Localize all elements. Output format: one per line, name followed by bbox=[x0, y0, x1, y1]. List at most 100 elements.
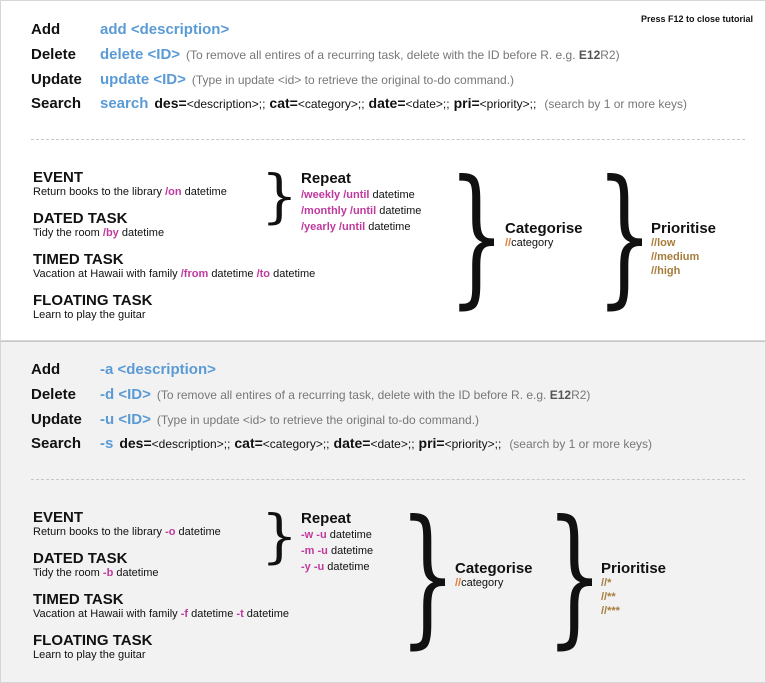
categorise-group: Categorise //category bbox=[455, 560, 533, 589]
task-event: EVENT Return books to the library -o dat… bbox=[33, 509, 221, 538]
repeat-option: -w -u datetime bbox=[301, 529, 372, 541]
task-title: EVENT bbox=[33, 169, 84, 186]
command-keyword: -d <ID> bbox=[100, 386, 151, 403]
repeat-option: /yearly /until datetime bbox=[301, 221, 411, 233]
command-note: (To remove all entires of a recurring ta… bbox=[156, 388, 591, 402]
task-title: TIMED TASK bbox=[33, 251, 124, 268]
task-title: DATED TASK bbox=[33, 550, 128, 567]
command-delete: Delete -d <ID> (To remove all entires of… bbox=[31, 386, 590, 408]
tutorial-panel-shorthand: Add -a <description> Delete -d <ID> (To … bbox=[0, 341, 766, 683]
search-key-cat: cat= bbox=[234, 435, 263, 451]
priority-option: //medium bbox=[651, 251, 700, 263]
search-param-pri: <priority>;; bbox=[479, 97, 537, 111]
command-keyword: update <ID> bbox=[100, 71, 186, 88]
command-keyword: -a <description> bbox=[100, 361, 216, 378]
search-key-date: date= bbox=[333, 435, 371, 451]
large-brace-icon: } bbox=[546, 489, 604, 663]
categorise-title: Categorise bbox=[505, 220, 583, 237]
command-add: Add -a <description> bbox=[31, 361, 222, 383]
command-label: Delete bbox=[31, 46, 77, 63]
task-floating: FLOATING TASK Learn to play the guitar bbox=[33, 632, 152, 661]
task-floating: FLOATING TASK Learn to play the guitar bbox=[33, 292, 152, 321]
task-example: Return books to the library /on datetime bbox=[33, 186, 227, 198]
task-event: EVENT Return books to the library /on da… bbox=[33, 169, 227, 198]
task-dated: DATED TASK Tidy the room /by datetime bbox=[33, 210, 164, 239]
priority-option: //** bbox=[601, 591, 616, 603]
search-key-cat: cat= bbox=[269, 95, 298, 111]
task-timed: TIMED TASK Vacation at Hawaii with famil… bbox=[33, 591, 289, 620]
brace-icon: } bbox=[261, 502, 298, 570]
command-keyword: add <description> bbox=[100, 21, 230, 38]
repeat-group: Repeat -w -u datetime -m -u datetime -y … bbox=[301, 510, 373, 573]
priority-option: //* bbox=[601, 577, 612, 589]
repeat-title: Repeat bbox=[301, 170, 352, 187]
task-title: DATED TASK bbox=[33, 210, 128, 227]
prioritise-group: Prioritise //low //medium //high bbox=[651, 220, 716, 277]
task-timed: TIMED TASK Vacation at Hawaii with famil… bbox=[33, 251, 315, 280]
repeat-title: Repeat bbox=[301, 510, 352, 527]
command-keyword: delete <ID> bbox=[100, 46, 181, 63]
command-label: Update bbox=[31, 411, 82, 428]
command-note: (Type in update <id> to retrieve the ori… bbox=[191, 73, 515, 87]
search-key-des: des= bbox=[154, 95, 187, 111]
search-param-des: <description>;; bbox=[186, 97, 266, 111]
categorise-syntax: //category bbox=[505, 237, 554, 249]
task-title: TIMED TASK bbox=[33, 591, 124, 608]
search-key-pri: pri= bbox=[453, 95, 480, 111]
section-divider bbox=[31, 479, 745, 480]
command-note: (search by 1 or more keys) bbox=[544, 97, 688, 111]
search-param-date: <date>;; bbox=[370, 437, 415, 451]
priority-option: //high bbox=[651, 265, 681, 277]
task-example: Vacation at Hawaii with family -f dateti… bbox=[33, 608, 289, 620]
command-note: (Type in update <id> to retrieve the ori… bbox=[156, 413, 480, 427]
priority-option: //low bbox=[651, 237, 676, 249]
task-example: Vacation at Hawaii with family /from dat… bbox=[33, 268, 316, 280]
command-label: Search bbox=[31, 95, 82, 112]
command-keyword: -s bbox=[100, 435, 114, 452]
repeat-option: /monthly /until datetime bbox=[301, 205, 422, 217]
repeat-option: -m -u datetime bbox=[301, 545, 374, 557]
command-label: Search bbox=[31, 435, 82, 452]
task-title: FLOATING TASK bbox=[33, 292, 153, 309]
command-label: Add bbox=[31, 21, 61, 38]
large-brace-icon: } bbox=[596, 149, 654, 323]
command-keyword: search bbox=[100, 95, 149, 112]
search-param-cat: <category>;; bbox=[262, 437, 330, 451]
command-delete: Delete delete <ID> (To remove all entire… bbox=[31, 46, 620, 68]
task-dated: DATED TASK Tidy the room -b datetime bbox=[33, 550, 159, 579]
search-param-pri: <priority>;; bbox=[444, 437, 502, 451]
task-title: EVENT bbox=[33, 509, 84, 526]
task-example: Return books to the library -o datetime bbox=[33, 526, 221, 538]
search-key-des: des= bbox=[119, 435, 152, 451]
brace-icon: } bbox=[261, 162, 298, 230]
command-search: Search search des= <description>;; cat= … bbox=[31, 95, 687, 117]
priority-option: //*** bbox=[601, 605, 620, 617]
categorise-syntax: //category bbox=[455, 577, 504, 589]
command-add: Add add <description> bbox=[31, 21, 235, 43]
close-tutorial-hint: Press F12 to close tutorial bbox=[640, 14, 753, 24]
search-param-des: <description>;; bbox=[151, 437, 231, 451]
task-example: Learn to play the guitar bbox=[33, 309, 146, 321]
prioritise-title: Prioritise bbox=[601, 560, 667, 577]
search-param-date: <date>;; bbox=[405, 97, 450, 111]
search-key-date: date= bbox=[368, 95, 406, 111]
repeat-option: -y -u datetime bbox=[301, 561, 370, 573]
task-example: Tidy the room -b datetime bbox=[33, 567, 159, 579]
search-param-cat: <category>;; bbox=[297, 97, 365, 111]
command-update: Update -u <ID> (Type in update <id> to r… bbox=[31, 411, 479, 433]
tutorial-panel-full: Press F12 to close tutorial Add add <des… bbox=[0, 0, 766, 341]
task-example: Tidy the room /by datetime bbox=[33, 227, 165, 239]
repeat-option: /weekly /until datetime bbox=[301, 189, 415, 201]
command-keyword: -u <ID> bbox=[100, 411, 151, 428]
large-brace-icon: } bbox=[399, 489, 457, 663]
prioritise-group: Prioritise //* //** //*** bbox=[601, 560, 666, 617]
command-label: Delete bbox=[31, 386, 77, 403]
task-example: Learn to play the guitar bbox=[33, 649, 146, 661]
categorise-title: Categorise bbox=[455, 560, 533, 577]
command-search: Search -s des= <description>;; cat= <cat… bbox=[31, 435, 652, 457]
task-title: FLOATING TASK bbox=[33, 632, 153, 649]
repeat-group: Repeat /weekly /until datetime /monthly … bbox=[301, 170, 421, 233]
command-note: (search by 1 or more keys) bbox=[509, 437, 653, 451]
command-label: Update bbox=[31, 71, 82, 88]
command-update: Update update <ID> (Type in update <id> … bbox=[31, 71, 514, 93]
